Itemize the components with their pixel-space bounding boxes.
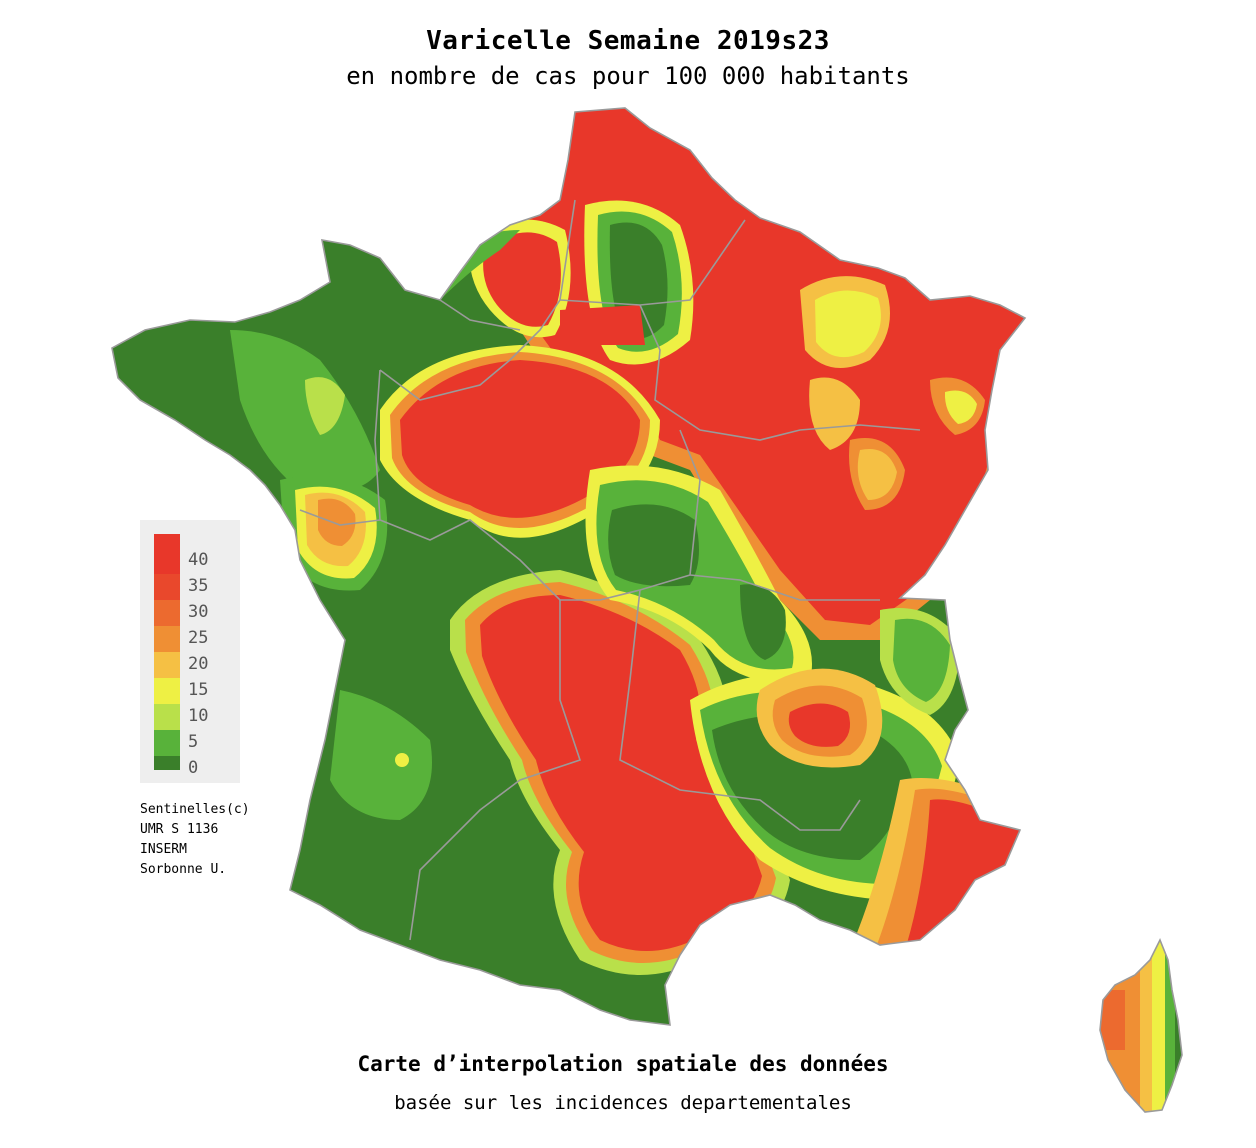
legend-tick-label: 20 <box>188 654 209 674</box>
legend-tick-label: 10 <box>188 706 209 726</box>
credit-line: Sentinelles(c) <box>140 802 250 817</box>
legend-swatch-15 <box>154 678 180 704</box>
legend-tick-label: 25 <box>188 628 209 648</box>
legend-swatch-40 <box>154 534 180 574</box>
legend-tick-label: 40 <box>188 550 209 570</box>
credit-line: INSERM <box>140 842 187 857</box>
legend-tick-label: 35 <box>188 576 209 596</box>
region-borders <box>111 107 1026 1026</box>
credits-block: Sentinelles(c) UMR S 1136 INSERM Sorbonn… <box>140 800 250 880</box>
legend-tick-label: 0 <box>188 758 199 778</box>
incidence-legend: 40 35 30 25 20 15 10 5 0 <box>140 520 240 783</box>
footer-title: Carte d’interpolation spatiale des donné… <box>357 1052 889 1076</box>
map-subtitle: en nombre de cas pour 100 000 habitants <box>346 62 910 90</box>
credit-line: UMR S 1136 <box>140 822 219 837</box>
credit-line: Sorbonne U. <box>140 862 227 877</box>
legend-swatch-20 <box>154 652 180 678</box>
legend-swatch-5 <box>154 730 180 756</box>
footer-subtitle: basée sur les incidences departementales <box>394 1092 852 1114</box>
legend-swatch-10 <box>154 704 180 730</box>
legend-tick-label: 5 <box>188 732 199 752</box>
legend-swatch-25 <box>154 626 180 652</box>
legend-tick-label: 30 <box>188 602 209 622</box>
legend-swatch-0 <box>154 756 180 770</box>
mainland-incidence-layer <box>112 108 1025 1025</box>
legend-swatch-30 <box>154 600 180 626</box>
legend-swatch-35 <box>154 574 180 600</box>
map-title: Varicelle Semaine 2019s23 <box>426 26 830 56</box>
legend-tick-label: 15 <box>188 680 209 700</box>
